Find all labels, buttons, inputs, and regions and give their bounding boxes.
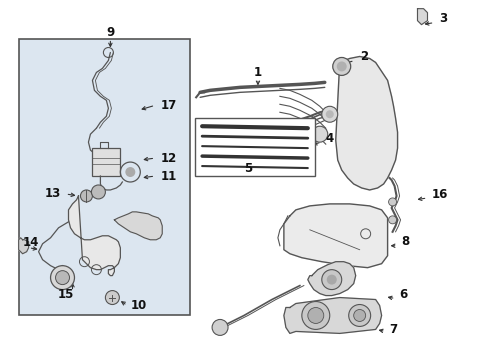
Polygon shape <box>284 298 382 333</box>
Circle shape <box>389 216 396 224</box>
Polygon shape <box>417 9 427 24</box>
Circle shape <box>105 291 120 305</box>
Circle shape <box>322 106 338 122</box>
Circle shape <box>349 305 370 327</box>
Text: 5: 5 <box>244 162 252 175</box>
Text: 3: 3 <box>440 12 447 25</box>
Circle shape <box>312 126 328 142</box>
Polygon shape <box>284 204 388 268</box>
Text: 16: 16 <box>432 188 448 202</box>
Text: 14: 14 <box>23 236 39 249</box>
Circle shape <box>55 271 70 285</box>
Polygon shape <box>69 196 121 276</box>
Text: 2: 2 <box>360 50 368 63</box>
Text: 10: 10 <box>130 299 147 312</box>
Circle shape <box>80 190 93 202</box>
Text: 8: 8 <box>401 235 410 248</box>
Text: 13: 13 <box>44 188 61 201</box>
Polygon shape <box>248 140 275 158</box>
Text: 17: 17 <box>160 99 176 112</box>
Circle shape <box>326 110 334 118</box>
Circle shape <box>308 307 324 323</box>
Circle shape <box>302 302 330 329</box>
Text: 9: 9 <box>106 26 115 39</box>
Circle shape <box>322 270 342 289</box>
Circle shape <box>389 198 396 206</box>
Text: 1: 1 <box>254 66 262 79</box>
Polygon shape <box>114 212 162 240</box>
Text: 6: 6 <box>399 288 408 301</box>
Circle shape <box>212 319 228 336</box>
Bar <box>93 148 121 176</box>
Polygon shape <box>336 57 397 190</box>
Circle shape <box>92 185 105 199</box>
Circle shape <box>327 275 337 285</box>
Circle shape <box>354 310 366 321</box>
Text: 7: 7 <box>390 323 398 336</box>
Bar <box>195 118 315 176</box>
Circle shape <box>50 266 74 289</box>
Bar <box>19 39 190 315</box>
Polygon shape <box>308 262 356 296</box>
Circle shape <box>333 58 351 75</box>
Text: 4: 4 <box>326 132 334 145</box>
Text: 12: 12 <box>160 152 176 165</box>
Circle shape <box>337 62 347 71</box>
Circle shape <box>125 167 135 177</box>
Polygon shape <box>19 238 28 254</box>
Text: 15: 15 <box>57 288 74 301</box>
Text: 11: 11 <box>160 170 176 183</box>
